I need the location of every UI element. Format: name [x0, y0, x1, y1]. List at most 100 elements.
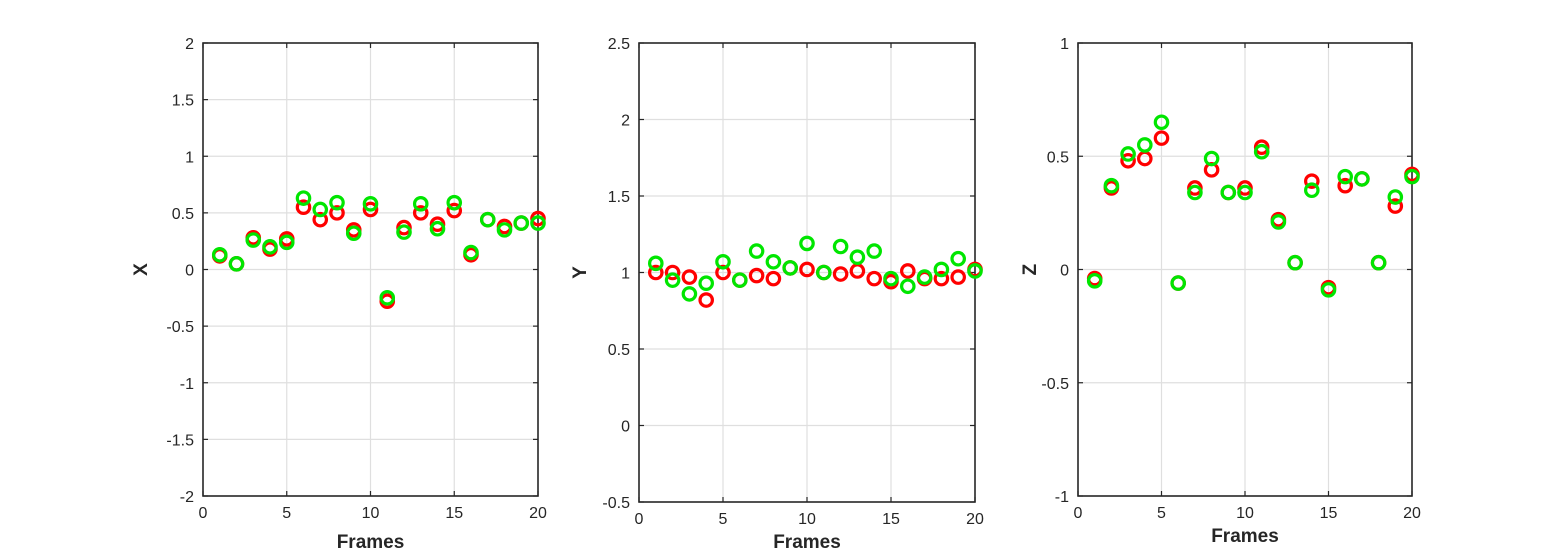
green-marker-x-3 [245, 232, 262, 248]
subplot-y: 0 5 10 15 20 -0.5 0 0.5 1 1.5 2 2.5 Frames Y [570, 36, 984, 553]
green-marker-y-13 [849, 249, 866, 266]
red-marker-x-10 [362, 201, 379, 218]
green-marker-x-18 [496, 222, 513, 238]
green-marker-y-17 [916, 269, 933, 285]
y-tick-label: -2 [180, 489, 194, 506]
green-marker-x-14 [429, 220, 446, 237]
green-marker-y-15 [883, 270, 899, 287]
subplot-x: 0 5 10 15 20 -2 -1.5 -1 -0.5 0 0.5 1 1.5 2 Frames X [131, 36, 547, 553]
green-marker-x-13 [412, 196, 429, 212]
y-tick-label: -0.5 [166, 319, 194, 336]
red-marker-x-15 [446, 202, 463, 219]
green-marker-z-11 [1253, 143, 1270, 160]
y-axis-label: Y [570, 266, 591, 279]
green-marker-y-8 [765, 253, 782, 270]
red-marker-y-4 [698, 292, 714, 308]
y-tick-label: 1.5 [608, 189, 630, 206]
green-marker-x-6 [295, 190, 312, 206]
green-marker-x-12 [396, 224, 412, 240]
green-marker-x-16 [463, 244, 479, 261]
red-marker-x-7 [312, 211, 329, 228]
x-tick-label: 20 [966, 511, 984, 528]
x-tick-label: 10 [798, 511, 816, 528]
green-marker-y-20 [967, 263, 983, 279]
red-marker-y-3 [681, 269, 698, 285]
red-marker-y-2 [664, 264, 681, 281]
y-tick-label: -0.5 [602, 495, 630, 512]
y-tick-label: 0.5 [172, 206, 194, 223]
green-marker-y-7 [748, 243, 765, 259]
y-tick-label: 1.5 [172, 93, 194, 110]
green-marker-y-3 [681, 286, 698, 302]
y-tick-label: 1 [621, 266, 630, 283]
x-tick-label: 0 [635, 511, 644, 528]
red-marker-y-1 [647, 264, 664, 281]
y-tick-label: -1.5 [166, 432, 194, 449]
y-tick-label: 0 [1060, 263, 1069, 280]
x-tick-label: 5 [282, 505, 291, 522]
green-marker-y-18 [933, 261, 950, 278]
green-marker-y-5 [715, 253, 731, 270]
green-marker-z-4 [1137, 137, 1153, 153]
green-marker-x-8 [329, 194, 345, 211]
red-marker-y-14 [866, 270, 882, 287]
green-marker-y-19 [950, 250, 966, 267]
red-marker-y-5 [715, 264, 731, 281]
green-marker-x-15 [446, 194, 463, 211]
y-tick-label: 0 [185, 263, 194, 280]
green-marker-z-3 [1120, 146, 1136, 162]
green-marker-z-12 [1270, 214, 1287, 230]
green-marker-x-7 [312, 201, 329, 218]
subplot-z: 0 5 10 15 20 -1 -0.5 0 0.5 1 Frames Z [1020, 36, 1421, 547]
x-tick-label: 15 [882, 511, 900, 528]
x-axis-label: Frames [1211, 526, 1279, 547]
red-marker-z-14 [1304, 173, 1320, 189]
green-marker-z-16 [1337, 168, 1353, 185]
green-marker-z-1 [1086, 273, 1103, 289]
x-tick-label: 5 [719, 511, 728, 528]
green-marker-x-4 [262, 239, 278, 255]
green-marker-y-10 [799, 235, 815, 252]
x-tick-label: 15 [445, 505, 463, 522]
red-marker-z-5 [1153, 130, 1170, 146]
green-marker-z-10 [1237, 184, 1253, 201]
green-marker-x-17 [479, 211, 496, 228]
red-marker-x-8 [329, 205, 345, 221]
green-marker-y-2 [664, 272, 681, 288]
red-marker-y-10 [799, 261, 815, 278]
y-tick-label: 1 [185, 149, 194, 166]
x-tick-label: 20 [1403, 505, 1421, 522]
y-tick-label: 2 [621, 113, 630, 130]
y-tick-label: -1 [180, 376, 194, 393]
x-tick-label: 0 [1074, 505, 1083, 522]
green-marker-y-6 [731, 272, 748, 288]
green-marker-y-9 [782, 260, 798, 276]
red-marker-z-16 [1337, 177, 1353, 194]
x-tick-label: 20 [529, 505, 547, 522]
y-tick-label: -1 [1055, 489, 1069, 506]
green-marker-x-5 [278, 234, 295, 251]
red-marker-y-16 [899, 263, 916, 279]
green-marker-z-8 [1203, 150, 1220, 167]
green-marker-z-20 [1404, 168, 1420, 185]
green-marker-y-11 [815, 264, 832, 281]
green-marker-z-18 [1370, 254, 1387, 271]
green-marker-z-14 [1304, 182, 1320, 199]
green-marker-x-11 [379, 290, 396, 306]
x-tick-label: 15 [1320, 505, 1338, 522]
y-tick-label: 2 [185, 36, 194, 53]
red-marker-y-12 [832, 266, 849, 282]
green-marker-z-2 [1103, 177, 1120, 194]
green-marker-x-20 [530, 215, 546, 231]
y-tick-label: 0.5 [1047, 149, 1069, 166]
x-tick-label: 5 [1157, 505, 1166, 522]
red-marker-z-3 [1120, 152, 1136, 169]
green-marker-x-9 [345, 225, 362, 242]
red-marker-x-13 [412, 205, 429, 221]
y-tick-label: -0.5 [1041, 376, 1069, 393]
x-tick-label: 0 [199, 505, 208, 522]
x-axis-label: Frames [773, 532, 841, 553]
green-marker-y-4 [698, 275, 714, 292]
y-tick-label: 2.5 [608, 36, 630, 53]
